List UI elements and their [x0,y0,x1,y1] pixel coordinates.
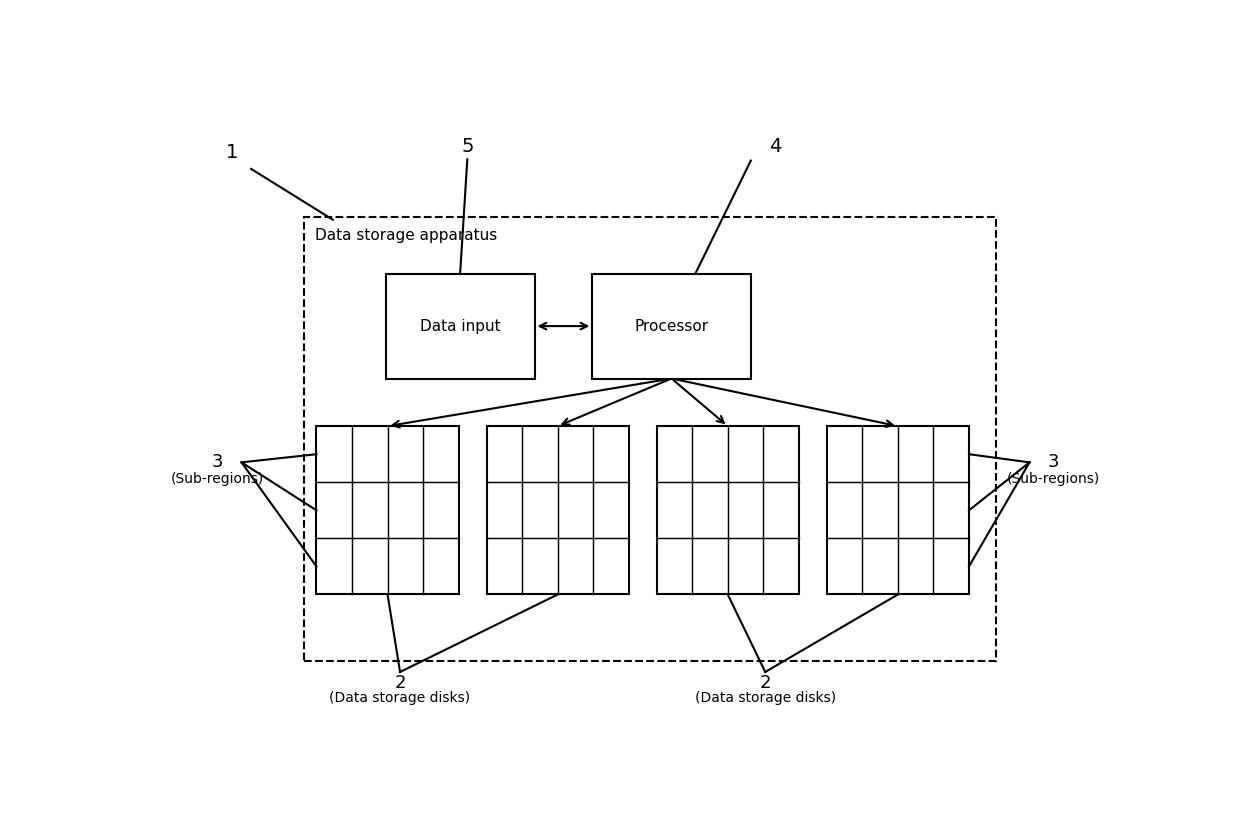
Bar [304,216,996,661]
Bar [657,427,799,595]
Text: 3: 3 [212,454,223,471]
Text: (Data storage disks): (Data storage disks) [330,691,471,705]
Bar [386,274,534,379]
Text: 5: 5 [461,137,474,156]
Text: 3: 3 [1048,454,1059,471]
Text: 4: 4 [769,137,781,156]
Text: (Data storage disks): (Data storage disks) [694,691,836,705]
Text: 2: 2 [759,674,771,692]
Text: Data input: Data input [420,318,501,333]
Text: 1: 1 [226,144,238,163]
Text: 2: 2 [394,674,405,692]
Text: (Sub-regions): (Sub-regions) [171,472,264,486]
Text: Data storage apparatus: Data storage apparatus [315,228,497,243]
Bar [316,427,459,595]
Bar [486,427,629,595]
Text: (Sub-regions): (Sub-regions) [1007,472,1100,486]
Text: Processor: Processor [635,318,708,333]
Bar [593,274,750,379]
Bar [827,427,968,595]
